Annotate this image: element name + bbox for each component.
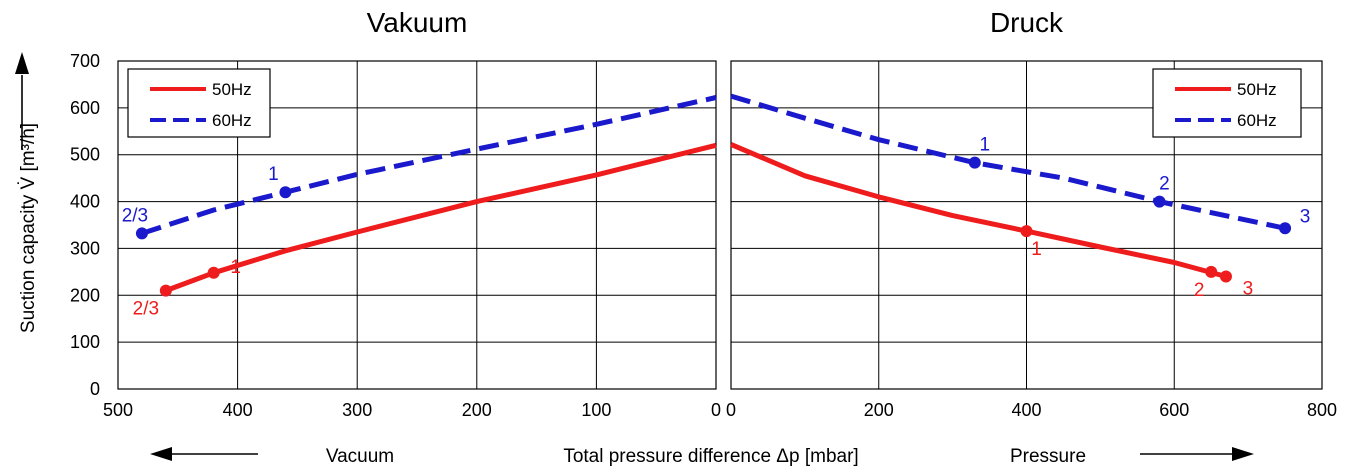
x-tick-label: 600 <box>1159 400 1189 420</box>
x-tick-label: 100 <box>581 400 611 420</box>
x-tick-label: 800 <box>1307 400 1337 420</box>
series-line-50Hz <box>730 142 1227 279</box>
y-tick-label: 400 <box>70 192 100 212</box>
x-tick-label: 0 <box>726 400 736 420</box>
operating-point <box>1219 270 1232 283</box>
operating-point <box>1153 195 1166 208</box>
y-axis-arrow-icon <box>15 52 29 150</box>
vacuum-arrow-icon <box>150 447 258 461</box>
vakuum-panel: 500 400 300 200 100 0 0 100 200 300 400 500 600 700 Va… <box>70 7 721 420</box>
x-tick-label: 400 <box>223 400 253 420</box>
legend-entry: 60Hz <box>212 111 252 130</box>
x-axis-label: Total pressure difference Δp [mbar] <box>563 446 858 467</box>
operating-point <box>207 266 220 279</box>
operating-point <box>1205 265 1218 278</box>
x-tick-label: 500 <box>103 400 133 420</box>
point-label: 3 <box>1243 279 1254 300</box>
x-tick-label: 0 <box>711 400 721 420</box>
panel-title: Vakuum <box>367 7 468 38</box>
point-label: 2/3 <box>133 299 159 320</box>
x-tick-label: 200 <box>462 400 492 420</box>
x-tick-label: 200 <box>864 400 894 420</box>
y-tick-label: 0 <box>90 379 100 399</box>
operating-point <box>968 156 981 169</box>
point-label: 2 <box>1194 280 1205 301</box>
plot-frame <box>117 60 717 390</box>
point-label: 1 <box>1031 239 1042 260</box>
x-tick-label: 300 <box>342 400 372 420</box>
point-label: 3 <box>1300 206 1311 227</box>
legend-entry: 50Hz <box>212 80 252 99</box>
point-label: 2 <box>1159 174 1170 195</box>
y-tick-label: 300 <box>70 238 100 258</box>
vacuum-label: Vacuum <box>326 446 394 467</box>
operating-point <box>135 227 148 240</box>
legend-entry: 60Hz <box>1237 111 1277 130</box>
operating-point <box>159 284 172 297</box>
y-tick-label: 200 <box>70 285 100 305</box>
pressure-label: Pressure <box>1010 446 1086 467</box>
legend-entry: 50Hz <box>1237 80 1277 99</box>
series-line-60Hz <box>141 95 717 236</box>
point-label: 1 <box>230 257 241 278</box>
legend: 50Hz 60Hz <box>1152 68 1302 138</box>
operating-point <box>1279 222 1292 235</box>
point-label: 1 <box>268 164 279 185</box>
y-tick-label: 700 <box>70 51 100 71</box>
operating-point <box>279 186 292 199</box>
y-tick-label: 500 <box>70 145 100 165</box>
operating-point <box>1020 225 1033 238</box>
y-axis-label: Suction capacity V̇ [m³/h] <box>18 123 39 333</box>
point-label: 1 <box>979 135 990 156</box>
plot-frame <box>730 60 1323 390</box>
panel-title: Druck <box>990 7 1064 38</box>
y-tick-label: 100 <box>70 332 100 352</box>
point-label: 2/3 <box>122 205 148 226</box>
legend-box <box>1152 68 1302 138</box>
y-tick-label: 600 <box>70 98 100 118</box>
legend-box <box>127 68 271 138</box>
legend: 50Hz 60Hz <box>127 68 271 138</box>
series-line-50Hz <box>164 142 717 293</box>
pressure-arrow-icon <box>1140 447 1254 461</box>
x-tick-label: 400 <box>1011 400 1041 420</box>
druck-panel: 0 200 400 600 800 Druck 1 2 3 1 2 3 50Hz 60Hz <box>726 7 1337 420</box>
